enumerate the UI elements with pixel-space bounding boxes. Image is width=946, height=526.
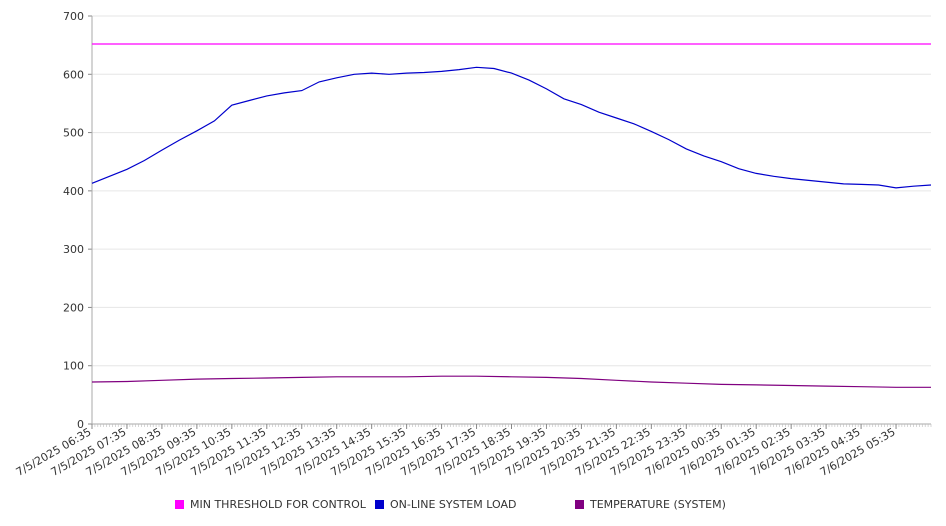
grid-lines (92, 15, 931, 367)
legend-label-temperature: TEMPERATURE (SYSTEM) (590, 498, 726, 511)
axes (88, 15, 932, 429)
legend-swatch-system-load (375, 500, 384, 509)
y-tick-label: 0 (77, 418, 84, 431)
legend-item-temperature[interactable]: TEMPERATURE (SYSTEM) (575, 498, 726, 511)
legend-swatch-min-threshold (175, 500, 184, 509)
y-tick-label: 600 (63, 68, 84, 81)
y-tick-label: 200 (63, 301, 84, 314)
legend: MIN THRESHOLD FOR CONTROL ON-LINE SYSTEM… (0, 498, 946, 514)
legend-swatch-temperature (575, 500, 584, 509)
legend-item-min-threshold[interactable]: MIN THRESHOLD FOR CONTROL (175, 498, 366, 511)
series-lines (91, 43, 932, 388)
x-tick-labels: 7/5/2025 06:357/5/2025 07:357/5/2025 08:… (14, 425, 898, 479)
legend-label-min-threshold: MIN THRESHOLD FOR CONTROL (190, 498, 366, 511)
y-tick-label: 400 (63, 185, 84, 198)
y-tick-labels: 0 100 200 300 400 500 600 700 (63, 10, 84, 431)
y-tick-label: 300 (63, 243, 84, 256)
y-tick-label: 100 (63, 360, 84, 373)
legend-item-system-load[interactable]: ON-LINE SYSTEM LOAD (375, 498, 516, 511)
series-temperature-line (91, 375, 931, 388)
y-tick-label: 700 (63, 10, 84, 23)
y-tick-label: 500 (63, 127, 84, 140)
series-system-load-line (91, 66, 932, 189)
legend-label-system-load: ON-LINE SYSTEM LOAD (390, 498, 517, 511)
